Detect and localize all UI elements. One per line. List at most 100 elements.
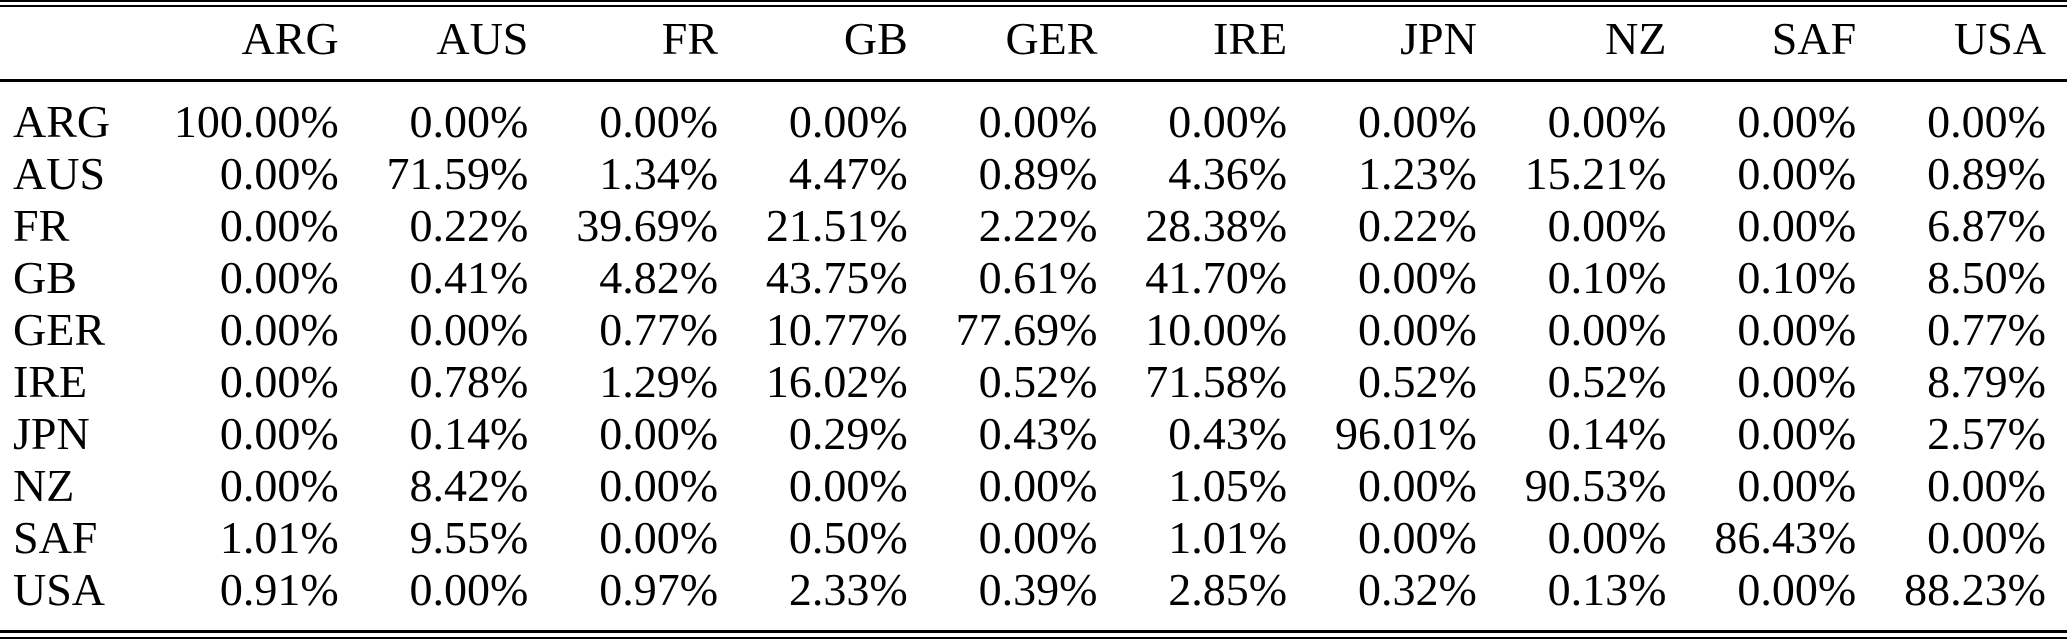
matrix-cell-jpn-gb: 0.29% [788, 408, 908, 459]
header-row: ARG AUS FR GB GER IRE JPN NZ SAF USA [0, 7, 2067, 81]
column-header-fr: FR [661, 13, 719, 64]
matrix-cell-fr-usa: 6.87% [1927, 200, 2046, 251]
corner-cell [0, 7, 170, 81]
matrix-cell-aus-ire: 4.36% [1168, 148, 1288, 199]
transition-matrix-table: ARG AUS FR GB GER IRE JPN NZ SAF USA ARG 100.00% 0.… [0, 7, 2067, 616]
column-header-nz: NZ [1605, 13, 1667, 64]
matrix-cell-arg-nz: 0.00% [1547, 96, 1667, 147]
matrix-cell-aus-saf: 0.00% [1737, 148, 1857, 199]
table-row-ire: IRE 0.00% 0.78% 1.29% 16.02% 0.52% 71.58% 0.52%… [0, 356, 2067, 408]
matrix-cell-saf-nz: 0.00% [1547, 512, 1667, 563]
matrix-cell-nz-usa: 0.00% [1927, 460, 2046, 511]
matrix-cell-ire-nz: 0.52% [1547, 356, 1667, 407]
matrix-cell-aus-gb: 4.47% [788, 148, 908, 199]
matrix-cell-aus-aus: 71.59% [386, 148, 529, 199]
matrix-cell-ger-aus: 0.00% [409, 304, 529, 355]
table-row-usa: USA 0.91% 0.00% 0.97% 2.33% 0.39% 2.85% 0.32% 0.… [0, 564, 2067, 616]
matrix-cell-gb-ger: 0.61% [978, 252, 1098, 303]
matrix-cell-fr-ire: 28.38% [1145, 200, 1288, 251]
matrix-cell-fr-gb: 21.51% [765, 200, 908, 251]
matrix-cell-ger-ger: 77.69% [955, 304, 1098, 355]
matrix-cell-fr-fr: 39.69% [576, 200, 719, 251]
matrix-cell-ger-ire: 10.00% [1145, 304, 1288, 355]
matrix-cell-fr-saf: 0.00% [1737, 200, 1857, 251]
matrix-cell-arg-usa: 0.00% [1927, 96, 2046, 147]
matrix-cell-ger-gb: 10.77% [765, 304, 908, 355]
row-label-gb: GB [13, 252, 77, 303]
matrix-cell-ger-jpn: 0.00% [1357, 304, 1477, 355]
matrix-cell-jpn-fr: 0.00% [599, 408, 719, 459]
matrix-cell-ire-jpn: 0.52% [1357, 356, 1477, 407]
matrix-cell-gb-jpn: 0.00% [1357, 252, 1477, 303]
row-label-saf: SAF [13, 512, 98, 563]
matrix-cell-arg-aus: 0.00% [409, 96, 529, 147]
matrix-cell-aus-ger: 0.89% [978, 148, 1098, 199]
matrix-cell-saf-ger: 0.00% [978, 512, 1098, 563]
row-label-jpn: JPN [13, 408, 90, 459]
table-row-jpn: JPN 0.00% 0.14% 0.00% 0.29% 0.43% 0.43% 96.01% 0… [0, 408, 2067, 460]
matrix-cell-jpn-aus: 0.14% [409, 408, 529, 459]
matrix-cell-gb-ire: 41.70% [1145, 252, 1288, 303]
matrix-cell-jpn-nz: 0.14% [1547, 408, 1667, 459]
bottom-rule-inner [0, 630, 2067, 633]
matrix-cell-arg-saf: 0.00% [1737, 96, 1857, 147]
matrix-cell-usa-ger: 0.39% [978, 564, 1098, 615]
table-head: ARG AUS FR GB GER IRE JPN NZ SAF USA [0, 7, 2067, 81]
column-header-saf: SAF [1771, 13, 1857, 64]
matrix-cell-nz-gb: 0.00% [788, 460, 908, 511]
matrix-cell-gb-gb: 43.75% [765, 252, 908, 303]
matrix-cell-ire-gb: 16.02% [765, 356, 908, 407]
row-label-aus: AUS [13, 148, 106, 199]
matrix-cell-nz-fr: 0.00% [599, 460, 719, 511]
top-rule-outer [0, 0, 2067, 2]
matrix-cell-jpn-usa: 2.57% [1927, 408, 2046, 459]
matrix-cell-ire-fr: 1.29% [599, 356, 719, 407]
matrix-cell-nz-ger: 0.00% [978, 460, 1098, 511]
matrix-cell-ger-nz: 0.00% [1547, 304, 1667, 355]
matrix-cell-ire-ger: 0.52% [978, 356, 1098, 407]
column-header-jpn: JPN [1400, 13, 1477, 64]
matrix-cell-usa-aus: 0.00% [409, 564, 529, 615]
row-label-ire: IRE [13, 356, 88, 407]
matrix-cell-aus-fr: 1.34% [599, 148, 719, 199]
matrix-cell-ire-arg: 0.00% [219, 356, 339, 407]
matrix-cell-arg-arg: 100.00% [173, 96, 339, 147]
table-row-aus: AUS 0.00% 71.59% 1.34% 4.47% 0.89% 4.36% 1.23% 1… [0, 148, 2067, 200]
matrix-cell-aus-jpn: 1.23% [1357, 148, 1477, 199]
matrix-cell-nz-ire: 1.05% [1168, 460, 1288, 511]
table-row-arg: ARG 100.00% 0.00% 0.00% 0.00% 0.00% 0.00% 0.00%… [0, 81, 2067, 149]
row-label-usa: USA [13, 564, 106, 615]
matrix-cell-usa-ire: 2.85% [1168, 564, 1288, 615]
matrix-cell-arg-jpn: 0.00% [1357, 96, 1477, 147]
matrix-cell-arg-ire: 0.00% [1168, 96, 1288, 147]
matrix-cell-saf-ire: 1.01% [1168, 512, 1288, 563]
column-header-arg: ARG [241, 13, 339, 64]
matrix-cell-jpn-arg: 0.00% [219, 408, 339, 459]
bottom-rule-outer [0, 637, 2067, 639]
matrix-cell-gb-fr: 4.82% [599, 252, 719, 303]
column-header-aus: AUS [436, 13, 529, 64]
table-row-saf: SAF 1.01% 9.55% 0.00% 0.50% 0.00% 1.01% 0.00% 0.… [0, 512, 2067, 564]
matrix-cell-saf-fr: 0.00% [599, 512, 719, 563]
matrix-cell-nz-arg: 0.00% [219, 460, 339, 511]
matrix-cell-saf-aus: 9.55% [409, 512, 529, 563]
matrix-cell-ger-saf: 0.00% [1737, 304, 1857, 355]
matrix-cell-usa-usa: 88.23% [1904, 564, 2046, 615]
matrix-cell-fr-arg: 0.00% [219, 200, 339, 251]
top-rule-inner [0, 5, 2067, 7]
matrix-cell-saf-arg: 1.01% [219, 512, 339, 563]
matrix-cell-arg-ger: 0.00% [978, 96, 1098, 147]
matrix-cell-gb-nz: 0.10% [1547, 252, 1667, 303]
matrix-cell-jpn-saf: 0.00% [1737, 408, 1857, 459]
matrix-cell-gb-saf: 0.10% [1737, 252, 1857, 303]
matrix-cell-usa-jpn: 0.32% [1357, 564, 1477, 615]
matrix-cell-ger-arg: 0.00% [219, 304, 339, 355]
matrix-cell-saf-jpn: 0.00% [1357, 512, 1477, 563]
table-row-gb: GB 0.00% 0.41% 4.82% 43.75% 0.61% 41.70% 0.00% 0… [0, 252, 2067, 304]
matrix-cell-jpn-ire: 0.43% [1168, 408, 1288, 459]
column-header-ire: IRE [1213, 13, 1288, 64]
bottom-spacer [0, 616, 2067, 630]
matrix-cell-gb-aus: 0.41% [409, 252, 529, 303]
matrix-cell-aus-arg: 0.00% [219, 148, 339, 199]
